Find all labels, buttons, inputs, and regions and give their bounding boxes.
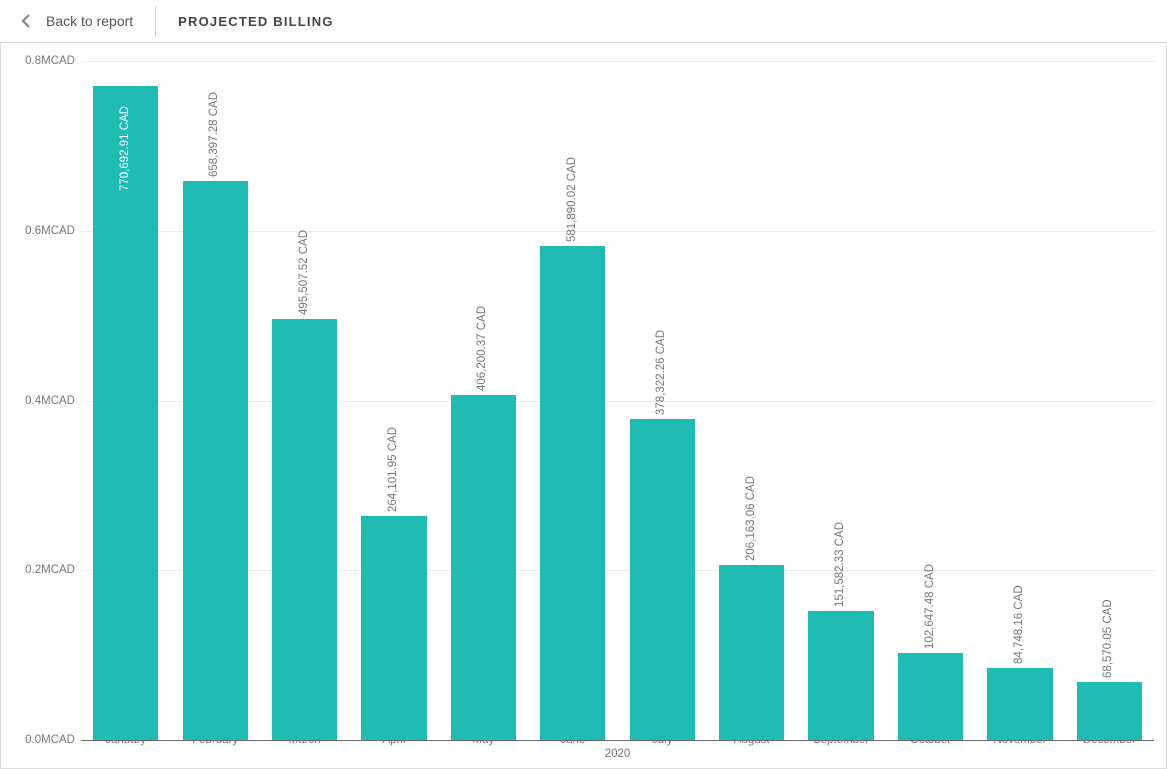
bar-slot: 264,101.95 CAD bbox=[349, 61, 438, 740]
back-to-report-button[interactable]: Back to report bbox=[20, 0, 155, 42]
report-visual-root: Back to report PROJECTED BILLING 0.0MCAD… bbox=[0, 0, 1167, 769]
bar-chart: 0.0MCAD 0.2MCAD 0.4MCAD 0.6MCAD 0.8MCAD 770,… bbox=[0, 42, 1167, 769]
bar-value-label: 264,101.95 CAD bbox=[387, 427, 399, 512]
bar[interactable]: 264,101.95 CAD bbox=[361, 516, 426, 740]
bar-value-label: 151,582.33 CAD bbox=[834, 522, 846, 607]
bar-value-label: 206,163.06 CAD bbox=[745, 476, 757, 561]
x-axis-title: 2020 bbox=[81, 746, 1154, 768]
y-axis: 0.0MCAD0.2MCAD0.4MCAD0.6MCAD0.8MCAD bbox=[1, 43, 81, 728]
bar-slot: 68,570.05 CAD bbox=[1065, 61, 1154, 740]
back-label: Back to report bbox=[46, 13, 133, 29]
bar[interactable]: 68,570.05 CAD bbox=[1077, 682, 1142, 740]
bar[interactable]: 102,647.48 CAD bbox=[898, 653, 963, 740]
y-tick-label: 0.2MCAD bbox=[25, 564, 75, 576]
bar-value-label: 770,692.91 CAD bbox=[119, 106, 131, 191]
bar-value-label: 495,507.52 CAD bbox=[298, 230, 310, 315]
bar[interactable]: 658,397.28 CAD bbox=[183, 181, 248, 740]
bar-slot: 406,200.37 CAD bbox=[439, 61, 528, 740]
bar[interactable]: 378,322.26 CAD bbox=[630, 419, 695, 740]
bar-value-label: 68,570.05 CAD bbox=[1102, 599, 1114, 678]
bar[interactable]: 495,507.52 CAD bbox=[272, 319, 337, 740]
bar[interactable]: 406,200.37 CAD bbox=[451, 395, 516, 740]
bar-slot: 581,890.02 CAD bbox=[528, 61, 617, 740]
bars-container: 770,692.91 CAD 658,397.28 CAD 495,507.52 C… bbox=[81, 61, 1154, 740]
bar-slot: 770,692.91 CAD bbox=[81, 61, 170, 740]
y-tick-label: 0.8MCAD bbox=[25, 55, 75, 67]
bar-value-label: 84,748.16 CAD bbox=[1013, 585, 1025, 664]
bar-value-label: 378,322.26 CAD bbox=[655, 330, 667, 415]
bar-value-label: 406,200.37 CAD bbox=[476, 306, 488, 391]
bar[interactable]: 581,890.02 CAD bbox=[540, 246, 605, 740]
y-tick-label: 0.0MCAD bbox=[25, 734, 75, 746]
bar-slot: 102,647.48 CAD bbox=[886, 61, 975, 740]
visual-header: Back to report PROJECTED BILLING bbox=[0, 0, 1167, 42]
y-tick-label: 0.4MCAD bbox=[25, 395, 75, 407]
axis-baseline bbox=[81, 740, 1154, 741]
bar-slot: 658,397.28 CAD bbox=[170, 61, 259, 740]
bar-value-label: 658,397.28 CAD bbox=[208, 92, 220, 177]
bar-slot: 151,582.33 CAD bbox=[796, 61, 885, 740]
bar-value-label: 581,890.02 CAD bbox=[566, 157, 578, 242]
bar-slot: 206,163.06 CAD bbox=[707, 61, 796, 740]
bar[interactable]: 206,163.06 CAD bbox=[719, 565, 784, 740]
bar-value-label: 102,647.48 CAD bbox=[924, 564, 936, 649]
visual-title: PROJECTED BILLING bbox=[178, 14, 333, 29]
bar[interactable]: 770,692.91 CAD bbox=[93, 86, 158, 740]
bar-slot: 495,507.52 CAD bbox=[260, 61, 349, 740]
bar[interactable]: 151,582.33 CAD bbox=[808, 611, 873, 740]
bar-slot: 84,748.16 CAD bbox=[975, 61, 1064, 740]
bar-slot: 378,322.26 CAD bbox=[618, 61, 707, 740]
y-tick-label: 0.6MCAD bbox=[25, 225, 75, 237]
plot-area: 0.0MCAD0.2MCAD0.4MCAD0.6MCAD0.8MCAD 770,… bbox=[1, 43, 1166, 728]
bar[interactable]: 84,748.16 CAD bbox=[987, 668, 1052, 740]
header-divider bbox=[155, 6, 156, 36]
chevron-left-icon bbox=[20, 12, 32, 30]
